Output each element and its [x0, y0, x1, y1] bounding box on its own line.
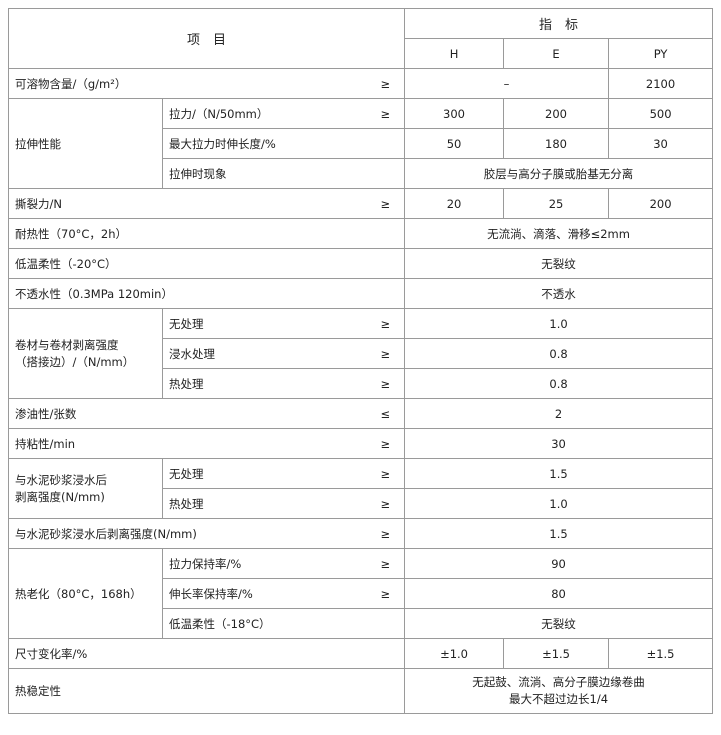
label: 无处理 [162, 308, 367, 339]
header-index: 指 标 [404, 8, 714, 39]
row-tear: 撕裂力/N ≥ 20 25 200 [8, 188, 714, 219]
label: 不透水性（0.3MPa 120min） [7, 278, 406, 309]
sym: ≥ [366, 188, 406, 219]
value: 无起鼓、流淌、高分子膜边缘卷曲 最大不超过边长1/4 [404, 668, 714, 714]
sym: ≥ [366, 338, 406, 369]
label: 持粘性/min [8, 428, 367, 459]
value-line2: 最大不超过边长1/4 [509, 692, 609, 706]
label: 伸长率保持率/% [162, 578, 367, 609]
row-stab: 热稳定性 无起鼓、流淌、高分子膜边缘卷曲 最大不超过边长1/4 [7, 668, 714, 714]
label: 热处理 [162, 488, 367, 519]
sym: ≥ [366, 548, 406, 579]
value-py: 200 [608, 188, 714, 219]
label: 拉力保持率/% [162, 548, 367, 579]
row-lowtemp: 低温柔性（-20°C） 无裂纹 [7, 248, 714, 279]
sym: ≥ [366, 458, 406, 489]
value-py: 30 [608, 128, 714, 159]
label: 耐热性（70°C，2h） [7, 218, 406, 249]
value: 80 [404, 578, 714, 609]
value-e: 180 [503, 128, 610, 159]
value-h: ±1.0 [404, 638, 505, 669]
row-hold: 持粘性/min ≥ 30 [8, 428, 714, 459]
label: 热处理 [162, 368, 367, 399]
value-h: 300 [404, 98, 505, 129]
label: 拉力/（N/50mm） [162, 98, 367, 129]
value: 0.8 [404, 338, 714, 369]
sym: ≥ [366, 98, 406, 129]
row-oil: 渗油性/张数 ≤ 2 [8, 398, 714, 429]
sym: ≥ [366, 578, 406, 609]
value-e: ±1.5 [503, 638, 610, 669]
label-tensile: 拉伸性能 [8, 98, 163, 189]
label-cement: 与水泥砂浆浸水后 剥离强度(N/mm) [8, 458, 163, 519]
spec-table: 项 目 指 标 H E PY 可溶物含量/（g/m²） ≥ – 2100 拉伸性… [7, 8, 714, 714]
value: 无裂纹 [404, 608, 714, 639]
value-py: ±1.5 [608, 638, 714, 669]
label: 低温柔性（-20°C） [7, 248, 406, 279]
row-cement-1: 与水泥砂浆浸水后 剥离强度(N/mm) 无处理 ≥ 1.5 [8, 458, 714, 519]
header-item: 项 目 [7, 8, 406, 69]
label-line2: 剥离强度(N/mm) [15, 489, 105, 504]
label: 热稳定性 [7, 668, 406, 714]
sym: ≥ [366, 68, 406, 99]
value: 1.0 [404, 488, 714, 519]
value-line1: 无起鼓、流淌、高分子膜边缘卷曲 [472, 675, 645, 689]
value: 1.5 [404, 518, 714, 549]
row-tensile-elong: 最大拉力时伸长度/% 50 180 30 [9, 128, 714, 159]
value-e: 200 [503, 98, 610, 129]
sym: ≥ [366, 308, 406, 339]
value: 1.0 [404, 308, 714, 339]
row-cement2: 与水泥砂浆浸水后剥离强度(N/mm) ≥ 1.5 [8, 518, 714, 549]
label-aging: 热老化（80°C，168h） [8, 548, 163, 639]
label-line2: （搭接边）/（N/mm） [15, 354, 135, 369]
row-tensile-force: 拉伸性能 拉力/（N/50mm） ≥ 300 200 500 [8, 98, 714, 189]
row-dim: 尺寸变化率/% ±1.0 ±1.5 ±1.5 [7, 638, 714, 669]
label-line1: 卷材与卷材剥离强度 [15, 337, 119, 352]
row-peel-3: 热处理 ≥ 0.8 [9, 368, 714, 399]
value-he: – [404, 68, 610, 99]
label: 无处理 [162, 458, 367, 489]
row-water: 不透水性（0.3MPa 120min） 不透水 [7, 278, 714, 309]
value-py: 2100 [608, 68, 714, 99]
sym: ≤ [366, 398, 406, 429]
value: 无裂纹 [404, 248, 714, 279]
label: 尺寸变化率/% [7, 638, 406, 669]
header-type-e: E [503, 38, 610, 69]
label: 拉伸时现象 [161, 158, 406, 189]
row-aging-3: 低温柔性（-18°C） 无裂纹 [9, 608, 714, 639]
sym: ≥ [366, 428, 406, 459]
label-line1: 与水泥砂浆浸水后 [15, 472, 107, 487]
value-h: 20 [404, 188, 505, 219]
value: 90 [404, 548, 714, 579]
value: 胶层与高分子膜或胎基无分离 [404, 158, 714, 189]
label: 最大拉力时伸长度/% [161, 128, 406, 159]
value-e: 25 [503, 188, 610, 219]
value: 不透水 [404, 278, 714, 309]
sym: ≥ [366, 518, 406, 549]
label: 撕裂力/N [8, 188, 367, 219]
sym: ≥ [366, 488, 406, 519]
row-tensile-phen: 拉伸时现象 胶层与高分子膜或胎基无分离 [9, 158, 714, 189]
value: 1.5 [404, 458, 714, 489]
row-heat: 耐热性（70°C，2h） 无流淌、滴落、滑移≤2mm [7, 218, 714, 249]
label: 渗油性/张数 [8, 398, 367, 429]
header-type-h: H [404, 38, 505, 69]
header-type-py: PY [608, 38, 714, 69]
row-peel-1: 卷材与卷材剥离强度 （搭接边）/（N/mm） 无处理 ≥ 1.0 [8, 308, 714, 399]
label: 浸水处理 [162, 338, 367, 369]
row-soluble: 可溶物含量/（g/m²） ≥ – 2100 [8, 68, 714, 99]
row-aging-1: 热老化（80°C，168h） 拉力保持率/% ≥ 90 [8, 548, 714, 639]
label: 低温柔性（-18°C） [161, 608, 406, 639]
label-peel: 卷材与卷材剥离强度 （搭接边）/（N/mm） [8, 308, 163, 399]
value: 30 [404, 428, 714, 459]
value: 无流淌、滴落、滑移≤2mm [404, 218, 714, 249]
value: 2 [404, 398, 714, 429]
value: 0.8 [404, 368, 714, 399]
sym: ≥ [366, 368, 406, 399]
label: 可溶物含量/（g/m²） [8, 68, 367, 99]
value-py: 500 [608, 98, 714, 129]
value-h: 50 [404, 128, 505, 159]
label: 与水泥砂浆浸水后剥离强度(N/mm) [8, 518, 367, 549]
